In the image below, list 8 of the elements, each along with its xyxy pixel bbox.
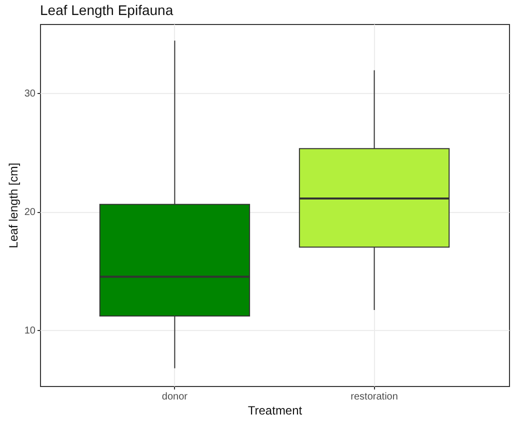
chart-title: Leaf Length Epifauna: [40, 2, 174, 18]
x-tick-label: donor: [162, 392, 188, 402]
x-axis-title: Treatment: [248, 404, 303, 418]
y-axis-title: Leaf length [cm]: [6, 162, 20, 248]
y-tick-label: 20: [24, 207, 36, 218]
y-tick-label: 30: [24, 88, 36, 100]
x-tick-label: restoration: [350, 392, 398, 402]
y-tick-label: 10: [24, 326, 36, 337]
